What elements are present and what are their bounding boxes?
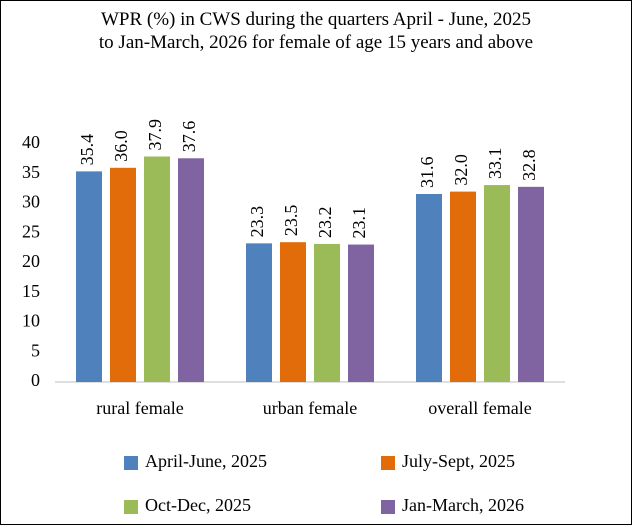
data-label: 37.6 — [179, 121, 199, 153]
bar — [348, 244, 374, 382]
data-label: 35.4 — [77, 134, 97, 166]
y-tick-label: 10 — [22, 311, 40, 331]
bar — [484, 185, 510, 382]
legend-label: Jan-March, 2026 — [402, 495, 524, 515]
bar — [110, 167, 136, 382]
y-tick-label: 15 — [22, 281, 40, 301]
bar — [314, 243, 340, 382]
bar — [178, 158, 204, 382]
data-label: 37.9 — [145, 119, 165, 151]
data-label: 31.6 — [417, 156, 437, 188]
bar — [518, 186, 544, 382]
legend-swatch — [381, 500, 395, 514]
chart-title: WPR (%) in CWS during the quarters April… — [98, 9, 534, 53]
legend-label: Oct-Dec, 2025 — [145, 495, 251, 515]
data-label: 23.5 — [281, 205, 301, 237]
y-tick-label: 25 — [22, 221, 40, 241]
x-tick-label: urban female — [263, 398, 357, 418]
bar — [280, 242, 306, 382]
y-tick-label: 5 — [31, 340, 40, 360]
bar — [76, 171, 102, 382]
legend-swatch — [381, 456, 395, 470]
legend-swatch — [124, 456, 138, 470]
bar — [416, 193, 442, 382]
bar — [246, 243, 272, 382]
y-tick-label: 0 — [31, 370, 40, 390]
y-tick-label: 30 — [22, 192, 40, 212]
y-tick-label: 35 — [22, 162, 40, 182]
data-label: 23.2 — [315, 206, 335, 238]
y-tick-label: 20 — [22, 251, 40, 271]
x-tick-label: overall female — [428, 398, 531, 418]
data-label: 36.0 — [111, 130, 131, 162]
data-label: 32.8 — [519, 149, 539, 181]
data-label: 23.3 — [247, 206, 267, 238]
data-label: 23.1 — [349, 207, 369, 239]
bar — [450, 191, 476, 382]
bar — [144, 156, 170, 382]
legend-label: July-Sept, 2025 — [402, 451, 515, 471]
y-tick-label: 40 — [22, 132, 40, 152]
data-label: 33.1 — [485, 148, 505, 180]
legend-label: April-June, 2025 — [145, 451, 267, 471]
x-tick-label: rural female — [96, 398, 183, 418]
legend-swatch — [124, 500, 138, 514]
data-label: 32.0 — [451, 154, 471, 186]
